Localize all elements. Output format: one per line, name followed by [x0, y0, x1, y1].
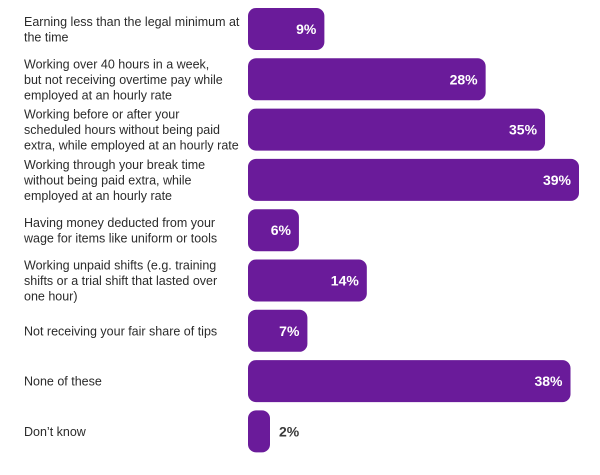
- bar: [248, 108, 546, 151]
- bar: [248, 309, 308, 352]
- category-label: Having money deducted from your wage for …: [23, 216, 217, 246]
- bar: [248, 158, 579, 201]
- value-label: 9%: [296, 21, 317, 37]
- category-label: Earning less than the legal minimum at th…: [24, 15, 240, 45]
- bar: [248, 58, 486, 101]
- value-label: 2%: [279, 423, 300, 439]
- bar: [248, 8, 325, 50]
- bar: [248, 209, 299, 252]
- category-label: Not receiving your fair share of tips: [24, 324, 217, 338]
- bar: [248, 259, 367, 302]
- value-label: 7%: [279, 323, 300, 339]
- value-label: 39%: [543, 172, 572, 188]
- value-label: 38%: [534, 373, 563, 389]
- category-label: Working over 40 hours in a week, but not …: [24, 57, 223, 102]
- category-label: Working unpaid shifts (e.g. training shif…: [24, 259, 217, 304]
- bar: [248, 410, 270, 453]
- category-label: Working before or after your scheduled ho…: [24, 108, 239, 153]
- value-label: 28%: [450, 71, 479, 87]
- value-label: 14%: [331, 273, 360, 289]
- category-label: None of these: [24, 375, 102, 389]
- value-label: 6%: [271, 222, 292, 238]
- value-label: 35%: [509, 122, 538, 138]
- category-label: Working through your break time without b…: [23, 158, 205, 203]
- category-label: Don’t know: [24, 425, 87, 439]
- bar: [248, 360, 571, 403]
